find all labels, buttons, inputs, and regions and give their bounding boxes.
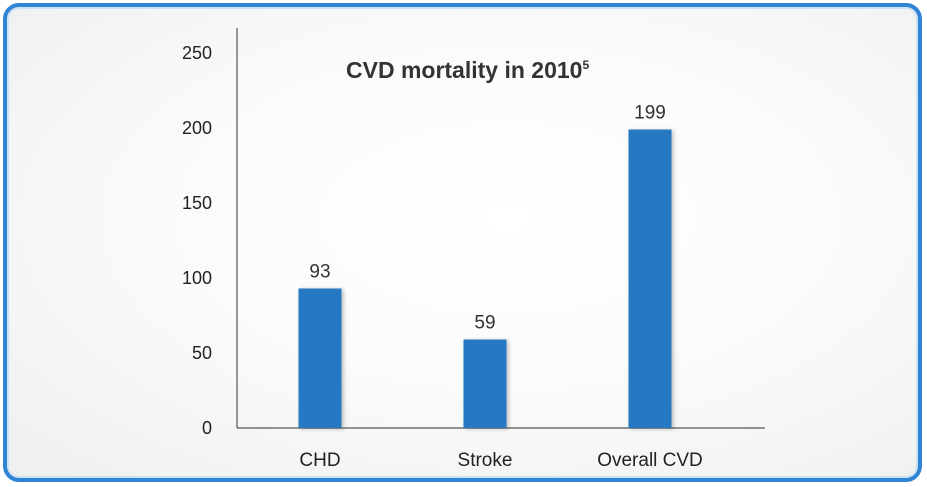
bar (298, 288, 342, 428)
bar (628, 129, 672, 428)
y-tick-label: 250 (182, 43, 212, 63)
bar-value-label: 59 (474, 313, 495, 334)
category-label: Overall CVD (597, 450, 703, 471)
y-tick-label: 150 (182, 193, 212, 213)
chart-title-superscript: 5 (582, 58, 589, 72)
chart-title: CVD mortality in 20105 (346, 57, 589, 83)
y-tick-label: 100 (182, 268, 212, 288)
chart-canvas: CVD mortality in 20105 0 50 100 150 200 250 9… (182, 28, 765, 471)
category-label: Stroke (458, 450, 513, 471)
y-axis-ticks: 0 50 100 150 200 250 (182, 43, 212, 438)
bar-value-label: 93 (309, 262, 330, 283)
y-tick-label: 0 (202, 418, 212, 438)
chart-title-main: CVD mortality in 2010 (346, 57, 582, 83)
bar-value-label: 199 (634, 103, 666, 124)
y-tick-label: 200 (182, 118, 212, 138)
y-tick-label: 50 (192, 343, 212, 363)
data-labels-group: 93 59 199 (309, 103, 665, 334)
category-label: CHD (299, 450, 340, 471)
chart-frame: CVD mortality in 20105 0 50 100 150 200 250 9… (3, 3, 922, 482)
bars-group (298, 129, 672, 428)
category-labels-group: CHD Stroke Overall CVD (299, 450, 702, 471)
bar (463, 339, 507, 428)
